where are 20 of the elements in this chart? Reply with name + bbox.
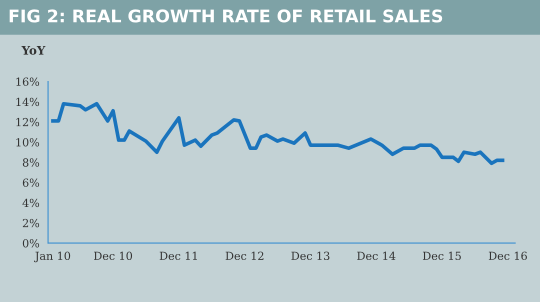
y-tick-label: 2% [22,218,40,228]
x-tick-label: Jan 10 [34,252,70,262]
x-tick-label: Dec 13 [291,252,330,260]
y-tick-label: 8% [22,158,40,167]
y-tick-label: 10% [16,138,40,147]
x-tick-label: Dec 12 [226,252,264,260]
x-tick-label: Dec 16 [488,252,527,260]
chart-title: FIG 2: REAL GROWTH RATE OF RETAIL SALES [10,9,442,23]
y-tick-label: 14% [16,98,40,106]
y-tick-label: 12% [16,118,40,126]
y-tick-label: 16% [16,78,40,86]
line-series [51,102,504,166]
x-tick-label: Dec 15 [422,252,461,260]
x-tick-label: Dec 10 [94,252,132,260]
x-tick-label: Dec 14 [357,252,396,260]
y-axis-title: YoY [21,46,46,55]
y-tick-label: 4% [22,198,40,208]
y-tick-label: 0% [22,239,40,248]
y-tick-label: 6% [22,178,40,187]
x-tick-label: Dec 11 [160,252,197,260]
